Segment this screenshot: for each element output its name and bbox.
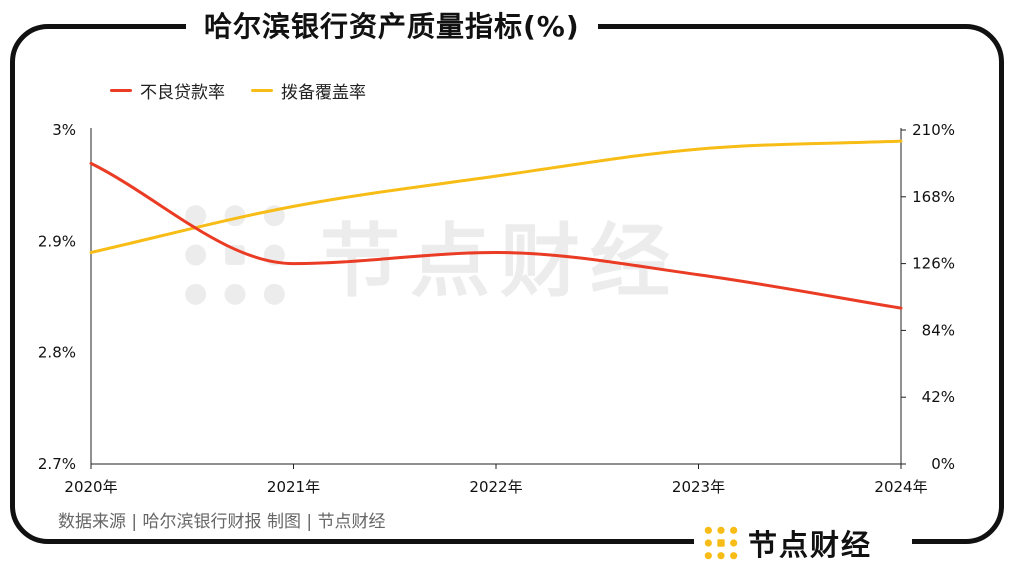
- series-line-coverage: [89, 139, 903, 254]
- legend-item-coverage: 拨备覆盖率: [251, 78, 366, 103]
- y-right-tick-label: 210%: [912, 121, 955, 139]
- y-right-tick-label: 168%: [912, 188, 955, 206]
- y-right-tick-label: 0%: [931, 455, 955, 473]
- y-right-tick-label: 42%: [922, 388, 955, 406]
- source-note: 数据来源 | 哈尔滨银行财报 制图 | 节点财经: [58, 512, 386, 532]
- legend-label-npl: 不良贷款率: [140, 83, 225, 103]
- y-left-tick-label: 2.9%: [38, 232, 76, 250]
- x-tick-label: 2020年: [64, 478, 117, 496]
- y-left-tick-label: 2.7%: [38, 455, 76, 473]
- brand-logo: 节点财经: [694, 520, 912, 566]
- legend-swatch-npl: [110, 89, 132, 92]
- chart-title: 哈尔滨银行资产质量指标(%): [204, 10, 580, 43]
- brand-text: 节点财经: [748, 528, 873, 562]
- x-tick-label: 2024年: [874, 478, 927, 496]
- series-line-npl: [89, 161, 903, 310]
- x-tick-label: 2023年: [672, 478, 725, 496]
- y-right-tick-label: 84%: [922, 321, 955, 339]
- x-tick-label: 2022年: [469, 478, 522, 496]
- y-left-tick-label: 3%: [52, 121, 76, 139]
- y-left-tick-label: 2.8%: [38, 344, 76, 362]
- legend-item-npl: 不良贷款率: [110, 78, 225, 103]
- legend: 不良贷款率 拨备覆盖率: [110, 78, 392, 103]
- brand-logo-icon: [704, 526, 738, 560]
- y-right-tick-label: 126%: [912, 255, 955, 273]
- x-tick-label: 2021年: [267, 478, 320, 496]
- legend-swatch-coverage: [251, 89, 273, 92]
- title-container: 哈尔滨银行资产质量指标(%): [186, 4, 598, 46]
- legend-label-coverage: 拨备覆盖率: [281, 83, 366, 103]
